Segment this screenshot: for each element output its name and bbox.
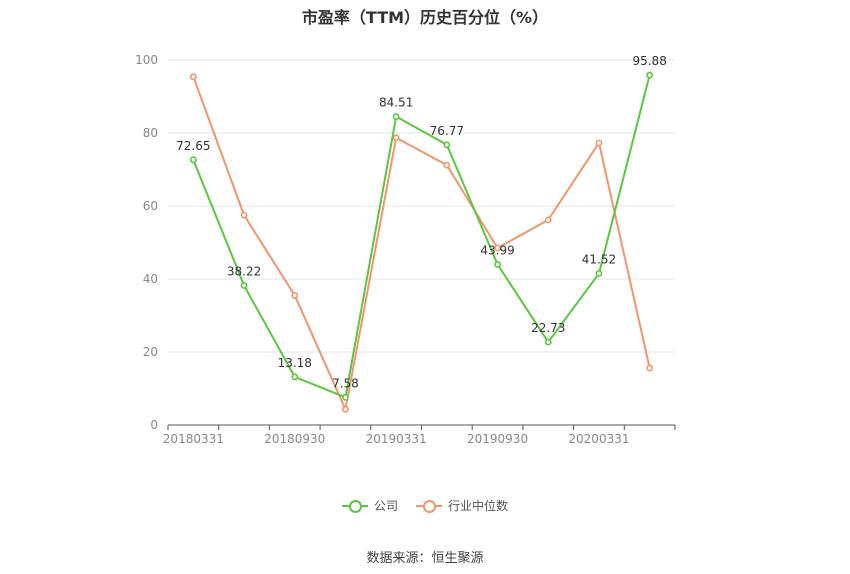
series-0-point — [342, 393, 349, 401]
legend-item-company[interactable]: 公司 — [341, 497, 398, 514]
data-source: 数据来源：恒生聚源 — [366, 551, 484, 566]
legend-industry-label: 行业中位数 — [448, 499, 509, 513]
data-label: 38.22 — [227, 264, 261, 278]
legend-company-label: 公司 — [373, 499, 398, 513]
chart-title: 市盈率（TTM）历史百分位（%） — [301, 8, 549, 27]
series-1-point — [494, 244, 501, 252]
series-line-1 — [192, 76, 651, 411]
series-1-point — [544, 216, 552, 224]
data-label: 43.99 — [480, 243, 514, 257]
y-tick-label-100: 100 — [135, 53, 158, 67]
y-tick-label-40: 40 — [143, 272, 158, 286]
data-label: 84.51 — [379, 96, 413, 110]
series-0-point — [443, 141, 451, 149]
series-1-point — [646, 364, 654, 372]
data-label: 72.65 — [176, 139, 210, 153]
x-tick-label: 20190930 — [467, 432, 528, 446]
x-tick-label: 20190331 — [366, 432, 427, 446]
data-label: 13.18 — [278, 356, 312, 370]
series-1-point — [392, 134, 400, 142]
legend: 公司 行业中位数 — [0, 497, 850, 514]
series-1-point — [291, 292, 299, 299]
data-label: 76.77 — [430, 124, 464, 138]
series-0-point — [189, 156, 197, 164]
series-1-point — [240, 211, 248, 219]
axes: 0 20 40 60 80 100 20180331 20180930 20190331 2019… — [135, 53, 676, 446]
series-0-point — [240, 282, 248, 289]
x-tick-label: 20200331 — [568, 432, 629, 446]
series-0-point — [494, 261, 501, 268]
legend-industry-marker-icon — [416, 499, 442, 513]
grid-lines — [168, 59, 675, 353]
series-1-point — [342, 405, 349, 413]
series-0-point — [595, 270, 603, 277]
y-tick-label-80: 80 — [143, 126, 158, 140]
data-label: 7.58 — [332, 376, 359, 390]
x-tick-label: 20180930 — [264, 432, 325, 446]
series-0-point — [544, 338, 552, 346]
legend-item-industry-median[interactable]: 行业中位数 — [416, 497, 508, 514]
legend-company-marker-icon — [341, 499, 368, 513]
y-tick-label-0: 0 — [150, 418, 158, 432]
series — [189, 71, 654, 413]
y-tick-label-60: 60 — [143, 199, 158, 213]
series-line-0 — [192, 74, 651, 399]
series-0-point — [291, 373, 299, 381]
data-label: 95.88 — [632, 54, 666, 68]
series-1-point — [443, 161, 451, 169]
x-tick-label: 20180331 — [163, 432, 224, 446]
series-1-point — [595, 139, 603, 147]
series-0-point — [646, 71, 654, 79]
series-0-point — [392, 113, 400, 120]
y-tick-label-20: 20 — [143, 345, 158, 359]
series-1-point — [189, 73, 197, 81]
data-labels: 72.65 38.22 13.18 7.58 84.51 76.77 43.99 22.73 4… — [176, 54, 667, 390]
data-label: 22.73 — [531, 321, 565, 335]
data-label: 41.52 — [582, 252, 616, 266]
